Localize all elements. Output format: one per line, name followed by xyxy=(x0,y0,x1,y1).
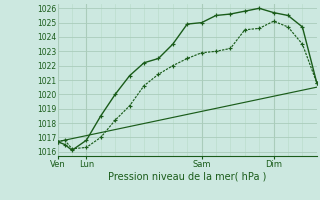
X-axis label: Pression niveau de la mer( hPa ): Pression niveau de la mer( hPa ) xyxy=(108,172,266,182)
